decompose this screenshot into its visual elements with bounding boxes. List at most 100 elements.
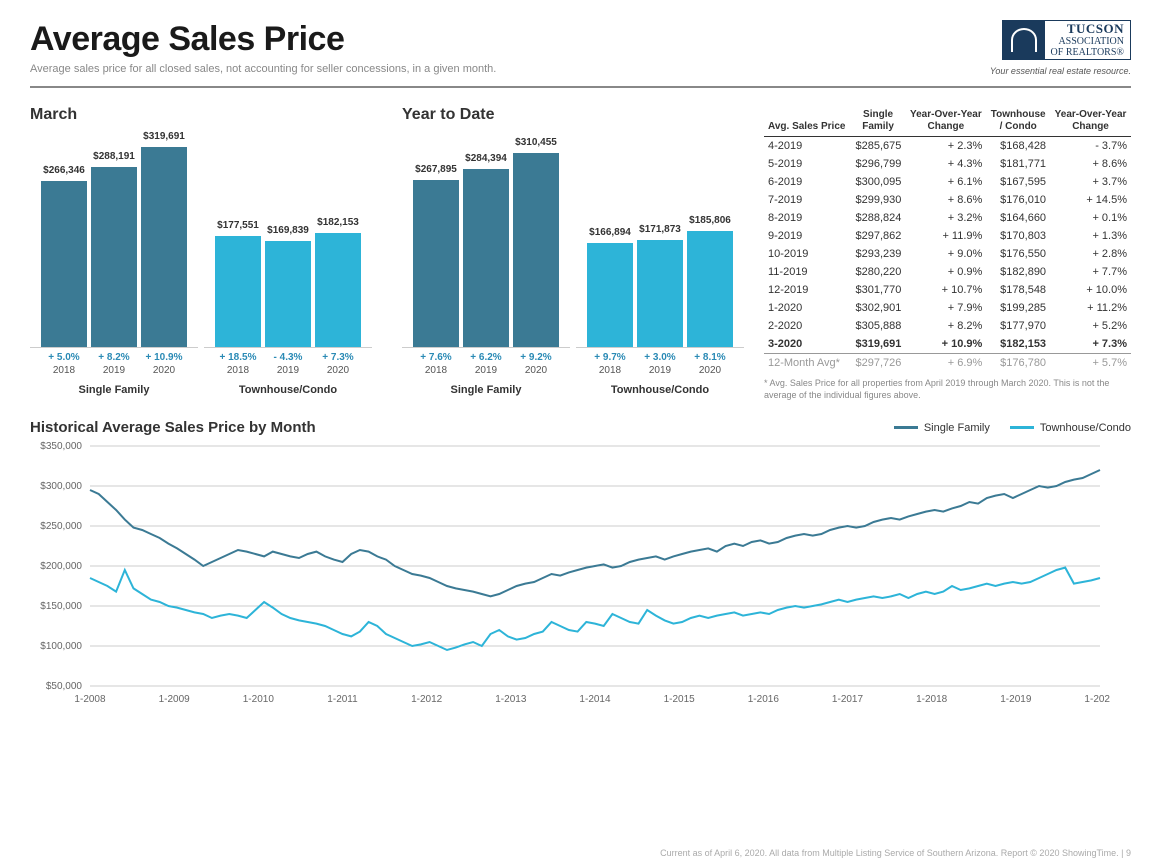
table-cell: $288,824 [851,209,906,227]
table-header: SingleFamily [851,106,906,137]
logo-line2: ASSOCIATION [1051,36,1124,47]
table-cell: + 8.2% [905,317,986,335]
table-cell: 1-2020 [764,299,851,317]
table-cell: $300,095 [851,173,906,191]
table-row: 6-2019$300,095+ 6.1%$167,595+ 3.7% [764,173,1131,191]
bar-pct: + 9.2% [513,352,559,363]
x-axis-label: 1-2020 [1084,694,1110,705]
bar-year: 2020 [315,365,361,376]
table-cell: + 1.3% [1050,227,1131,245]
bar-year: 2020 [687,365,733,376]
table-cell: + 5.7% [1050,354,1131,373]
bar: $319,691 [141,147,187,347]
chart-title: March [30,106,372,124]
table-row: 10-2019$293,239+ 9.0%$176,550+ 2.8% [764,245,1131,263]
x-axis-label: 1-2012 [411,694,443,705]
table-cell: $297,862 [851,227,906,245]
divider [30,86,1131,88]
bar-value: $177,551 [215,220,261,231]
table-cell: $167,595 [986,173,1050,191]
bar-year: 2019 [265,365,311,376]
x-axis-label: 1-2018 [916,694,948,705]
bar: $288,191 [91,167,137,347]
table-cell: + 0.9% [905,263,986,281]
table-cell: + 0.1% [1050,209,1131,227]
table-cell: $176,010 [986,191,1050,209]
table-cell: + 7.7% [1050,263,1131,281]
bar-value: $185,806 [687,215,733,226]
bar-value: $319,691 [141,131,187,142]
table-cell: 4-2019 [764,137,851,156]
table-cell: $299,930 [851,191,906,209]
bar-value: $288,191 [91,151,137,162]
legend-tc: Townhouse/Condo [1040,422,1131,434]
group-label: Single Family [79,384,150,396]
bar-pct: - 4.3% [265,352,311,363]
group-label: Townhouse/Condo [239,384,337,396]
logo-line1: TUCSON [1067,21,1124,36]
logo-tagline: Your essential real estate resource. [990,66,1131,76]
bar-year: 2018 [41,365,87,376]
line-chart: $50,000$100,000$150,000$200,000$250,000$… [30,436,1110,716]
line-series [90,568,1100,650]
table-cell: $168,428 [986,137,1050,156]
table-cell: + 2.3% [905,137,986,156]
table-row: 12-Month Avg*$297,726+ 6.9%$176,780+ 5.7… [764,354,1131,373]
legend-sf: Single Family [924,422,990,434]
table-header: Year-Over-YearChange [1050,106,1131,137]
table-cell: 10-2019 [764,245,851,263]
bar-year: 2019 [91,365,137,376]
logo-line3: OF REALTORS® [1051,47,1124,58]
table-cell: $177,970 [986,317,1050,335]
group-label: Townhouse/Condo [611,384,709,396]
bar: $169,839 [265,241,311,347]
table-cell: + 10.7% [905,281,986,299]
bar: $182,153 [315,233,361,347]
data-table-region: Avg. Sales PriceSingleFamilyYear-Over-Ye… [764,106,1131,401]
table-row: 1-2020$302,901+ 7.9%$199,285+ 11.2% [764,299,1131,317]
bar-pct: + 18.5% [215,352,261,363]
bar: $310,455 [513,153,559,347]
y-axis-label: $50,000 [46,681,83,692]
page-title: Average Sales Price [30,20,496,59]
x-axis-label: 1-2015 [664,694,696,705]
table-cell: + 10.0% [1050,281,1131,299]
table-cell: + 6.1% [905,173,986,191]
bar-pct: + 8.1% [687,352,733,363]
table-cell: $302,901 [851,299,906,317]
table-cell: 8-2019 [764,209,851,227]
x-axis-label: 1-2013 [495,694,527,705]
table-row: 3-2020$319,691+ 10.9%$182,153+ 7.3% [764,335,1131,354]
y-axis-label: $150,000 [40,601,82,612]
line-series [90,470,1100,596]
page-footer: Current as of April 6, 2020. All data fr… [660,848,1131,858]
table-header: Year-Over-YearChange [905,106,986,137]
logo-icon [1003,21,1045,59]
y-axis-label: $350,000 [40,441,82,452]
table-cell: $170,803 [986,227,1050,245]
table-cell: 3-2020 [764,335,851,354]
table-row: 9-2019$297,862+ 11.9%$170,803+ 1.3% [764,227,1131,245]
y-axis-label: $200,000 [40,561,82,572]
table-header: Townhouse/ Condo [986,106,1050,137]
bar-value: $171,873 [637,224,683,235]
table-cell: $176,550 [986,245,1050,263]
bar-pct: + 8.2% [91,352,137,363]
bar: $171,873 [637,240,683,347]
historical-title: Historical Average Sales Price by Month [30,419,316,436]
table-cell: $285,675 [851,137,906,156]
bar: $177,551 [215,236,261,347]
table-cell: 12-2019 [764,281,851,299]
bar-year: 2019 [637,365,683,376]
table-cell: 7-2019 [764,191,851,209]
table-cell: $199,285 [986,299,1050,317]
x-axis-label: 1-2010 [243,694,275,705]
table-cell: $182,890 [986,263,1050,281]
table-footnote: * Avg. Sales Price for all properties fr… [764,378,1131,401]
table-cell: $319,691 [851,335,906,354]
bar-value: $266,346 [41,165,87,176]
table-cell: + 3.7% [1050,173,1131,191]
table-cell: 9-2019 [764,227,851,245]
x-axis-label: 1-2014 [579,694,611,705]
bar-pct: + 3.0% [637,352,683,363]
